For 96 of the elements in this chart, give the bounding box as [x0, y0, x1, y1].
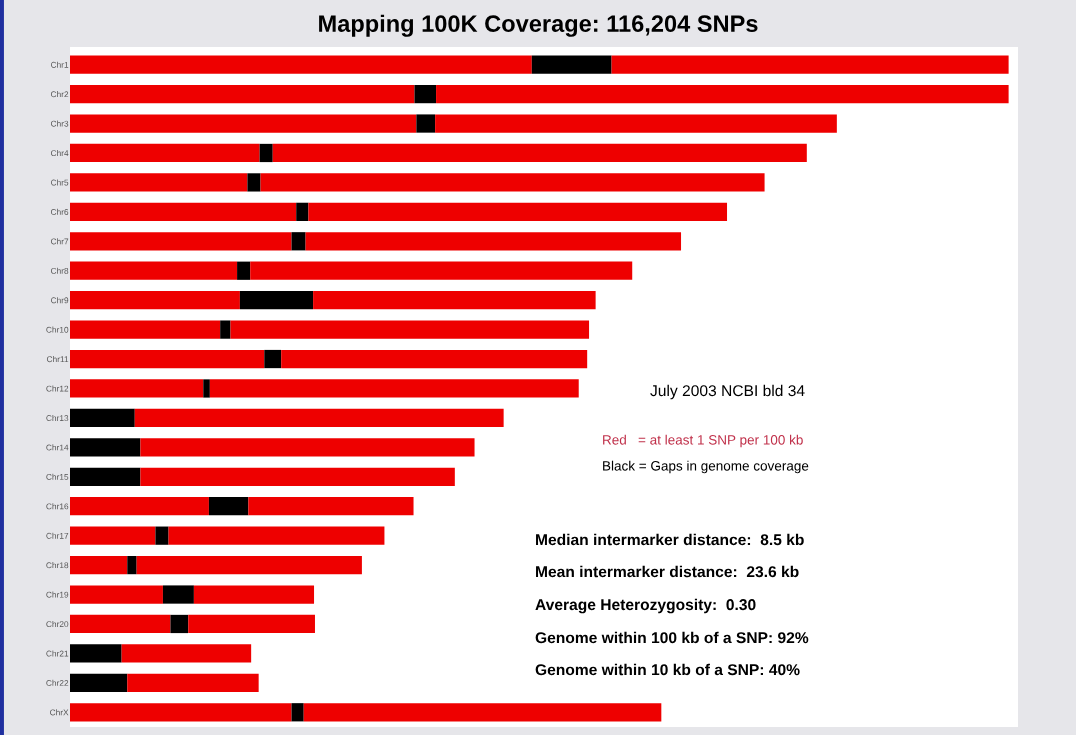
y-tick-label: Chr10: [46, 326, 69, 333]
bar: [259, 143, 273, 163]
bar: [313, 291, 596, 310]
bar: [70, 143, 260, 163]
bar: [127, 555, 137, 575]
bar: [70, 261, 238, 280]
bar: [248, 497, 414, 516]
bar: [136, 555, 362, 575]
bar: [70, 703, 292, 722]
bar: [305, 232, 682, 251]
bar: [414, 84, 437, 104]
bar: [70, 614, 171, 634]
y-tick-label: Chr13: [46, 414, 69, 422]
y-tick-label: Chr21: [46, 650, 69, 657]
bar: [264, 349, 282, 369]
annotation: Black = Gaps in genome coverage: [603, 460, 809, 474]
y-tick-label: Chr7: [50, 238, 69, 245]
bar: [239, 291, 314, 310]
bar: [70, 438, 141, 457]
annotation: Average Heterozygosity: 0.30: [535, 598, 756, 614]
y-tick-label: Chr18: [46, 562, 69, 569]
annotation: Mean intermarker distance: 23.6 kb: [536, 565, 799, 578]
y-tick-label: Chr14: [46, 444, 69, 451]
y-tick-label: Chr2: [50, 91, 69, 98]
annotation: July 2003 NCBI bld 34: [650, 384, 805, 400]
y-tick-label: Chr9: [50, 297, 69, 304]
bar: [70, 291, 240, 310]
y-tick-label: Chr17: [46, 532, 69, 539]
bar: [531, 55, 612, 74]
bar: [70, 320, 221, 339]
bar: [611, 55, 1009, 74]
bar: [281, 349, 588, 369]
bar: [237, 261, 251, 280]
bar: [203, 379, 210, 398]
bar: [296, 202, 309, 221]
bar: [70, 55, 532, 74]
bar: [291, 232, 306, 251]
bar: [70, 349, 265, 369]
annotation: Red = at least 1 SNP per 100 kb: [603, 434, 803, 448]
bar: [155, 526, 169, 545]
bar: [230, 320, 590, 339]
annotation: Genome within 100 kb of a SNP: 92%: [535, 631, 809, 644]
bar: [70, 644, 122, 663]
y-tick-label: Chr5: [50, 179, 69, 186]
bar: [193, 585, 315, 604]
y-tick-label: Chr3: [50, 120, 69, 127]
bar: [70, 408, 135, 428]
bar: [70, 84, 415, 104]
y-tick-label: Chr6: [50, 208, 69, 215]
y-tick-label: ChrX: [50, 709, 69, 716]
bar: [416, 114, 436, 133]
annotation: Genome within 10 kb of a SNP: 40%: [535, 663, 800, 676]
bar: [435, 114, 837, 133]
bar: [70, 232, 292, 251]
bar: [70, 497, 209, 516]
y-tick-label: Chr19: [46, 591, 69, 598]
bar: [220, 320, 231, 339]
bar: [250, 261, 633, 280]
bar: [70, 379, 204, 398]
bar: [70, 467, 141, 486]
bar: [247, 173, 261, 192]
bar: [70, 173, 248, 192]
y-tick-label: Chr15: [46, 473, 69, 480]
bar: [188, 614, 315, 634]
bar: [70, 673, 128, 692]
bar: [209, 379, 579, 398]
bar: [168, 526, 385, 545]
bar: [272, 143, 807, 163]
y-tick-label: Chr8: [50, 267, 69, 274]
bar: [436, 84, 1009, 104]
y-tick-label: Chr1: [50, 61, 69, 68]
bar: [260, 173, 765, 192]
bar: [127, 673, 259, 692]
bar: [70, 114, 417, 133]
y-tick-label: Chr4: [50, 149, 69, 157]
y-tick-label: Chr20: [46, 620, 69, 628]
bar: [170, 614, 189, 634]
bar: [303, 703, 662, 722]
bar: [121, 644, 252, 663]
bar: [208, 497, 249, 516]
bar: [140, 438, 475, 457]
chart-title: Mapping 100K Coverage: 116,204 SNPs: [319, 14, 758, 37]
bar: [70, 526, 156, 545]
bar: [134, 408, 504, 428]
y-tick-label: Chr16: [46, 503, 69, 510]
bar: [308, 202, 728, 221]
bar: [291, 703, 304, 722]
bar: [140, 467, 455, 486]
bar: [70, 202, 297, 221]
y-tick-label: Chr12: [46, 385, 69, 392]
bar: [70, 585, 163, 604]
annotation: Median intermarker distance: 8.5 kb: [536, 533, 804, 546]
bar: [162, 585, 194, 604]
bar: [70, 555, 128, 575]
y-tick-label: Chr22: [46, 679, 69, 686]
y-tick-label: Chr11: [46, 356, 69, 363]
